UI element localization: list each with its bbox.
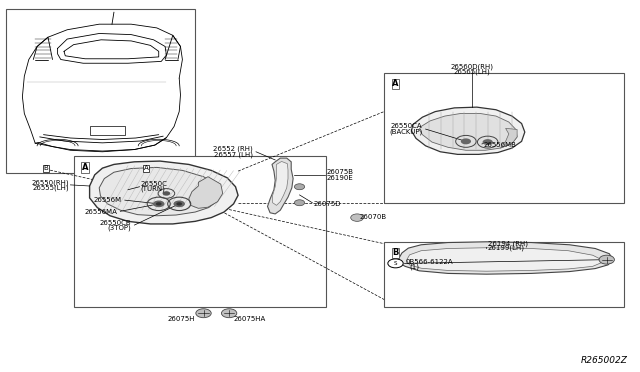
Text: A: A (143, 165, 148, 171)
Text: 26075H: 26075H (168, 316, 195, 322)
Polygon shape (419, 113, 517, 150)
Text: 26550CB: 26550CB (100, 220, 131, 226)
Text: 26555(LH): 26555(LH) (33, 184, 69, 191)
Bar (384, 242, 624, 307)
Circle shape (294, 200, 305, 206)
Circle shape (599, 255, 614, 264)
Text: R265002Z: R265002Z (580, 356, 627, 365)
Circle shape (177, 202, 182, 205)
Text: 26556M: 26556M (93, 197, 122, 203)
Text: A: A (82, 163, 88, 172)
Bar (74, 156, 326, 307)
Bar (384, 73, 624, 203)
Text: 26199(LH): 26199(LH) (488, 245, 525, 251)
Text: B: B (392, 248, 399, 257)
Text: (TURN): (TURN) (141, 186, 166, 192)
Circle shape (156, 202, 161, 205)
Bar (6, 9, 195, 173)
Circle shape (196, 309, 211, 318)
Text: 26075D: 26075D (314, 201, 341, 207)
Circle shape (483, 139, 493, 145)
Text: 26190E: 26190E (326, 175, 353, 181)
Text: B: B (44, 165, 49, 171)
Text: 26552 (RH): 26552 (RH) (213, 145, 253, 152)
Text: 26560D(RH): 26560D(RH) (451, 64, 494, 70)
Polygon shape (406, 248, 602, 271)
Polygon shape (99, 167, 221, 216)
Circle shape (153, 201, 164, 207)
Text: 26075HA: 26075HA (234, 316, 266, 322)
Polygon shape (412, 107, 525, 154)
Polygon shape (90, 161, 238, 224)
Polygon shape (273, 161, 288, 205)
Circle shape (173, 201, 185, 207)
Text: 26550(RH): 26550(RH) (31, 179, 69, 186)
Circle shape (388, 259, 403, 268)
Circle shape (461, 138, 471, 144)
Bar (90, 126, 125, 135)
Polygon shape (268, 158, 293, 214)
Text: 26556MA: 26556MA (84, 209, 117, 215)
Text: 26556MB: 26556MB (483, 142, 516, 148)
Text: 0B566-6122A: 0B566-6122A (406, 259, 453, 265)
Text: 26550C: 26550C (141, 181, 168, 187)
Text: 26550CA: 26550CA (391, 124, 422, 129)
Text: (3TOP): (3TOP) (108, 224, 131, 231)
Circle shape (163, 191, 170, 196)
Circle shape (294, 184, 305, 190)
Text: (BACKUP): (BACKUP) (389, 128, 422, 135)
Polygon shape (398, 242, 613, 274)
Circle shape (351, 214, 364, 221)
Text: 26194 (RH): 26194 (RH) (488, 240, 528, 247)
Text: (1): (1) (410, 263, 420, 270)
Text: S: S (394, 261, 397, 266)
Text: A: A (392, 79, 399, 88)
Text: 26075B: 26075B (326, 169, 353, 175)
Text: 26557 (LH): 26557 (LH) (214, 151, 253, 158)
Polygon shape (500, 128, 517, 148)
Text: 26070B: 26070B (360, 214, 387, 219)
Circle shape (221, 309, 237, 318)
Polygon shape (189, 177, 223, 208)
Text: 26565(LH): 26565(LH) (454, 68, 491, 75)
